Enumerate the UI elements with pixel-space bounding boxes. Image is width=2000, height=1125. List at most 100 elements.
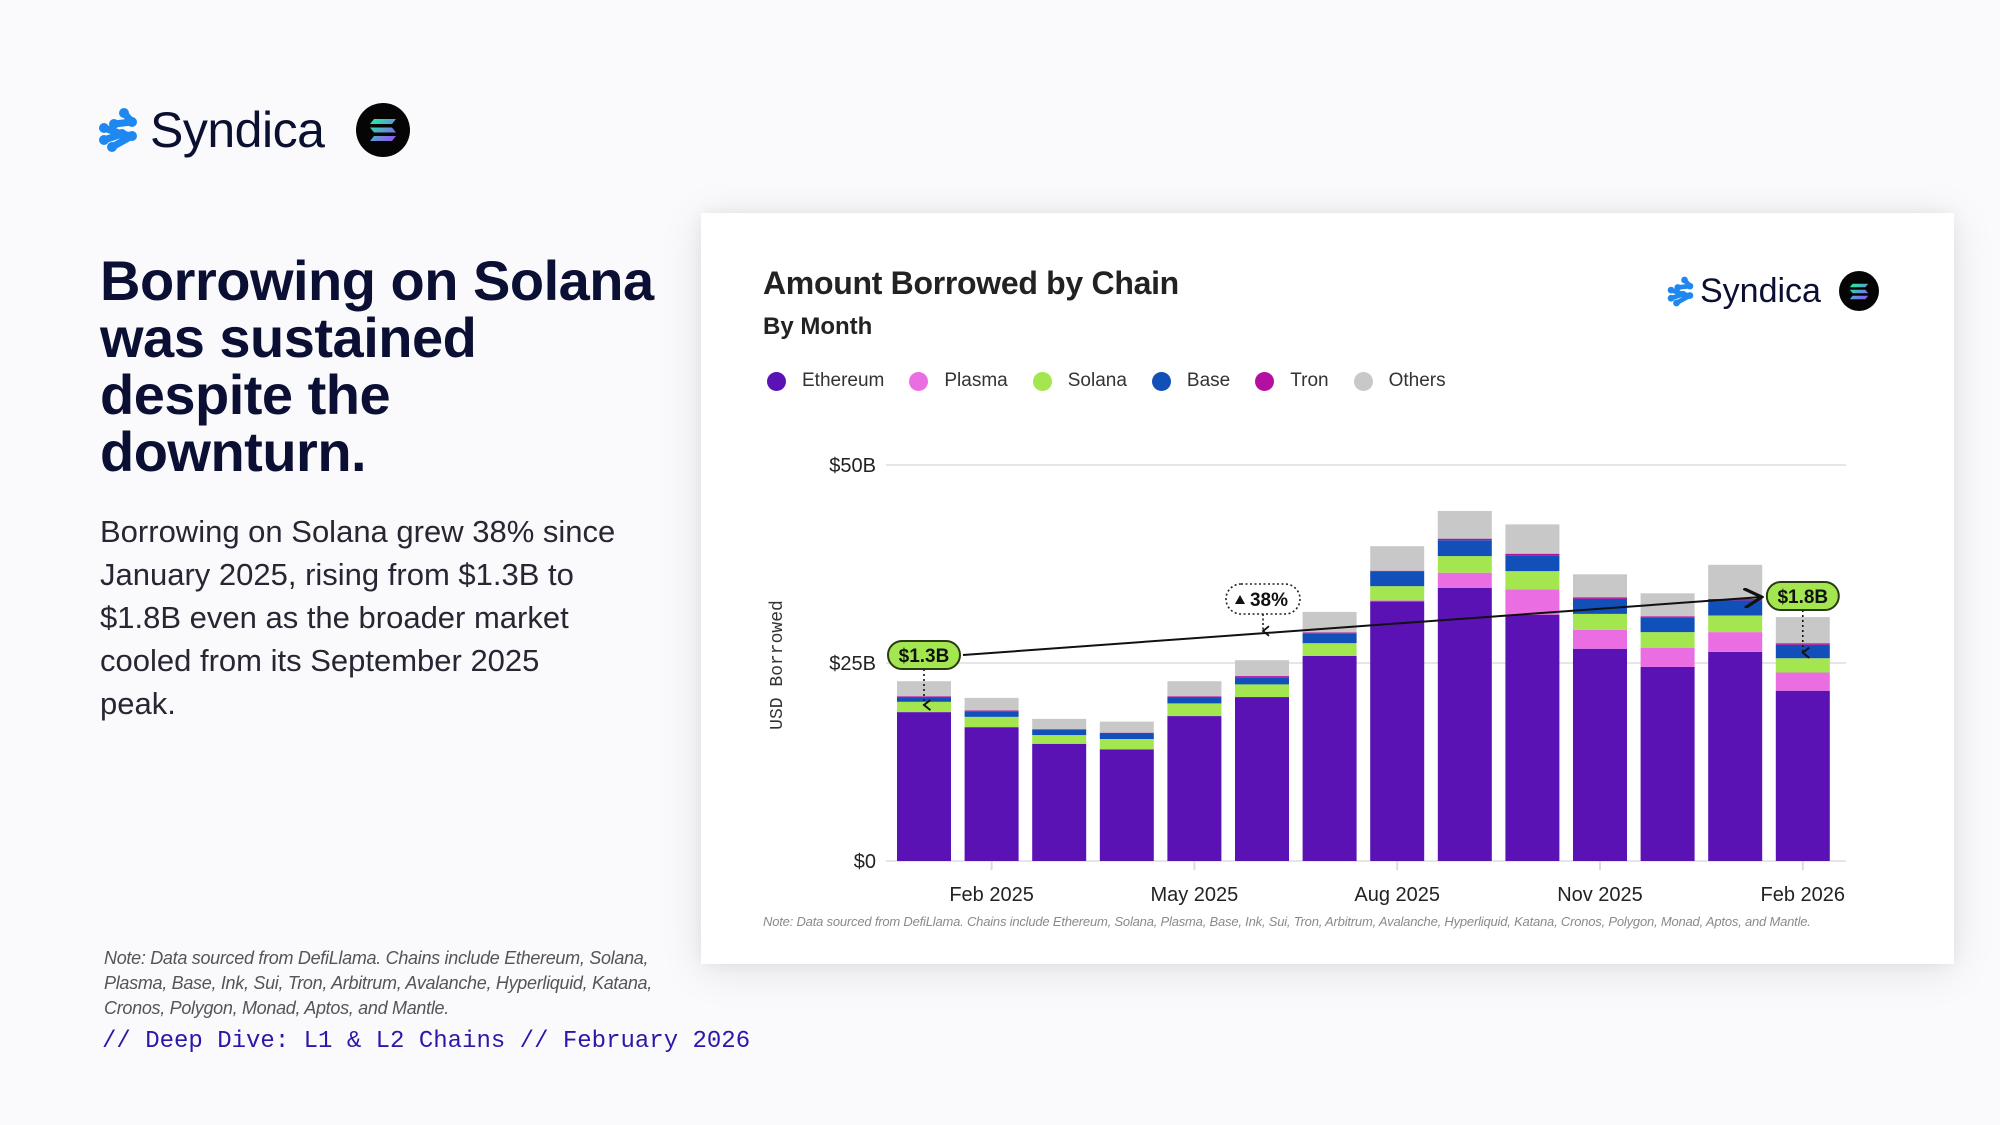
bar-segment-tron-jul-2025 (1302, 632, 1357, 634)
chart-subtitle: By Month (763, 313, 873, 340)
bar-segment-base-mar-2025 (1032, 729, 1087, 736)
bar-segment-plasma-dec-2025 (1640, 647, 1695, 667)
chart-source-note: Note: Data sourced from DefiLlama. Chain… (763, 914, 1811, 929)
bar-segment-tron-oct-2025 (1505, 553, 1560, 556)
bar-segment-solana-aug-2025 (1370, 586, 1425, 601)
bar-segment-base-aug-2025 (1370, 571, 1425, 587)
bar-segment-plasma-jan-2026 (1708, 632, 1763, 652)
up-triangle-icon (1235, 595, 1245, 604)
bar-segment-ethereum-jan-2025 (897, 712, 951, 861)
chart-card: Amount Borrowed by Chain By Month Syndic… (701, 213, 1954, 964)
legend-item-plasma[interactable]: Plasma (909, 370, 1008, 392)
brand-name: Syndica (150, 102, 325, 158)
legend-label: Solana (1067, 370, 1127, 391)
bar-segment-solana-feb-2025 (964, 716, 1019, 728)
bar-segment-tron-apr-2025 (1099, 732, 1154, 734)
bar-segment-ethereum-mar-2025 (1032, 743, 1087, 861)
legend-swatch (909, 371, 929, 391)
bar-segment-tron-aug-2025 (1370, 570, 1425, 572)
bar-segment-ethereum-jul-2025 (1302, 655, 1357, 861)
legend-item-others[interactable]: Others (1353, 370, 1446, 392)
bar-segment-solana-jul-2025 (1302, 643, 1357, 656)
bar-segment-tron-feb-2025 (964, 710, 1019, 712)
bar-segment-ethereum-feb-2025 (964, 727, 1019, 861)
y-tick-label: $25B (829, 653, 876, 675)
change-bubble-label: 38% (1250, 590, 1288, 611)
bar-segment-solana-jan-2026 (1708, 615, 1763, 633)
bar-segment-solana-jun-2025 (1235, 684, 1289, 698)
legend-item-ethereum[interactable]: Ethereum (767, 370, 884, 392)
bar-segment-tron-mar-2025 (1032, 729, 1087, 730)
data-source-note: Note: Data sourced from DefiLlama. Chain… (104, 948, 652, 1018)
legend-label: Others (1388, 370, 1446, 391)
bar-segment-others-jan-2025 (897, 681, 951, 697)
bar-segment-tron-may-2025 (1167, 696, 1222, 698)
bar-segment-base-oct-2025 (1505, 555, 1560, 572)
bar-segment-solana-nov-2025 (1573, 613, 1627, 630)
bar-segment-plasma-sep-2025 (1437, 572, 1492, 588)
legend-label: Plasma (944, 370, 1008, 391)
bar-segment-tron-nov-2025 (1573, 597, 1627, 599)
bar-segment-ethereum-sep-2025 (1437, 587, 1492, 861)
legend-swatch (1151, 371, 1171, 391)
bar-segment-tron-sep-2025 (1437, 538, 1492, 541)
card-brand-name: Syndica (1700, 272, 1821, 310)
bar-segment-others-jun-2025 (1235, 660, 1289, 677)
body-paragraph: Borrowing on Solana grew 38% since Janua… (100, 514, 616, 721)
bar-segment-others-nov-2025 (1573, 574, 1627, 598)
bar-segment-ethereum-may-2025 (1167, 716, 1222, 861)
bar-segment-ethereum-nov-2025 (1573, 648, 1627, 861)
bar-segment-others-mar-2025 (1032, 718, 1087, 730)
x-tick-label: Feb 2025 (949, 884, 1034, 906)
legend-label: Tron (1290, 370, 1329, 391)
card-brand-logo: Syndica (1667, 269, 1879, 313)
bar-segment-plasma-feb-2026 (1775, 672, 1830, 691)
bar-segment-ethereum-feb-2026 (1775, 690, 1830, 861)
bar-segment-plasma-oct-2025 (1505, 589, 1560, 615)
bar-segment-ethereum-dec-2025 (1640, 666, 1695, 861)
legend-swatch (1255, 371, 1275, 391)
bar-segment-base-jun-2025 (1235, 677, 1289, 685)
value-pill-label: $1.3B (899, 646, 950, 667)
chart-plot: $0 $25B $50B USD Borrowed Feb 2025 May 2025 Au… (768, 455, 1846, 906)
legend-swatch (1032, 371, 1052, 391)
legend-item-solana[interactable]: Solana (1032, 370, 1127, 392)
solana-logo-icon (356, 103, 411, 157)
chart-legend: Ethereum Plasma Solana Base Tron Others (767, 370, 1471, 392)
y-axis-title: USD Borrowed (768, 600, 788, 730)
value-pill-end (1765, 581, 1840, 611)
bar-segment-tron-jun-2025 (1235, 676, 1289, 678)
bar-segment-base-dec-2025 (1640, 617, 1695, 633)
bar-segment-others-feb-2025 (964, 697, 1019, 711)
legend-item-tron[interactable]: Tron (1255, 370, 1329, 392)
value-pill-label: $1.8B (1777, 587, 1828, 608)
bar-segment-ethereum-jun-2025 (1235, 697, 1289, 861)
bar-segment-ethereum-apr-2025 (1099, 749, 1154, 861)
bar-segment-others-apr-2025 (1099, 721, 1154, 733)
bar-segment-base-apr-2025 (1099, 733, 1154, 740)
y-tick-label: $0 (854, 851, 876, 873)
bar-segment-solana-feb-2026 (1775, 658, 1830, 673)
bar-segment-base-nov-2025 (1573, 598, 1627, 614)
x-tick-label: Feb 2026 (1761, 884, 1846, 906)
brand-logo: Syndica (98, 100, 411, 160)
bar-segment-solana-dec-2025 (1640, 632, 1695, 648)
bar-segment-solana-apr-2025 (1099, 739, 1154, 750)
legend-swatch (767, 371, 786, 391)
bar-segment-others-aug-2025 (1370, 546, 1425, 571)
value-pill-start (887, 640, 961, 670)
legend-item-base[interactable]: Base (1151, 370, 1230, 392)
legend-label: Ethereum (802, 370, 885, 391)
solana-logo-icon (1838, 271, 1879, 311)
page-headline: Borrowing on Solana was sustained despit… (100, 249, 654, 483)
x-tick-label: Aug 2025 (1354, 884, 1440, 906)
bar-segment-tron-dec-2025 (1640, 616, 1695, 618)
bar-segment-base-feb-2025 (964, 711, 1019, 717)
bar-segment-solana-oct-2025 (1505, 571, 1560, 590)
bar-segment-ethereum-aug-2025 (1370, 601, 1425, 861)
bar-segment-solana-mar-2025 (1032, 735, 1087, 744)
bar-segment-tron-feb-2026 (1775, 643, 1830, 645)
bar-segment-base-sep-2025 (1437, 540, 1492, 557)
bar-segment-others-sep-2025 (1437, 510, 1492, 539)
syndica-logo-icon (99, 108, 137, 152)
